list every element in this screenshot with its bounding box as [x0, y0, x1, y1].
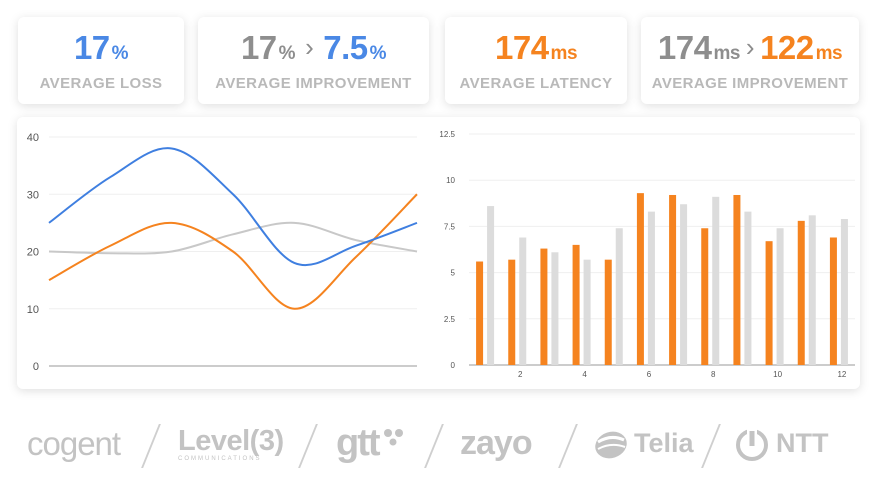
charts-panel: 0 10 20 30 40 0 2.5 5 7.5 10 12.5 2 4 6 8 10 12 — [17, 117, 860, 389]
gtt-dots-icon — [383, 428, 403, 445]
bar-series-1 — [647, 211, 655, 365]
x-tick-label: 6 — [647, 370, 652, 379]
logo-gtt: gtt — [336, 410, 405, 477]
logo-ntt: NTT — [734, 410, 828, 477]
bar-series-1 — [712, 196, 720, 365]
bar-series-0 — [765, 241, 773, 365]
stat-value: 174 ms › 122 ms — [657, 29, 843, 66]
y-tick-label: 40 — [27, 132, 39, 144]
bar-series-1 — [615, 228, 623, 365]
bar-series-0 — [604, 259, 612, 365]
bar-series-1 — [808, 215, 816, 365]
carrier-logos: cogent Level(3) COMMUNICATIONS gtt zayo … — [0, 410, 877, 477]
x-tick-label: 8 — [711, 370, 716, 379]
bar-series-0 — [669, 194, 677, 365]
stat-label: AVERAGE LOSS — [39, 75, 163, 92]
ntt-power-icon — [736, 428, 768, 461]
telia-pebble-icon — [595, 431, 627, 458]
bar-series-1 — [583, 259, 591, 365]
bar-series-1 — [551, 252, 559, 365]
chevron-right-icon: › — [745, 32, 755, 62]
stat-label: AVERAGE LATENCY — [459, 75, 613, 92]
bar-series-0 — [636, 193, 644, 365]
bar-series-0 — [476, 261, 484, 365]
logo-cogent: cogent — [27, 424, 121, 462]
y-tick-label: 10 — [446, 176, 455, 185]
divider — [141, 424, 161, 468]
bar-series-0 — [701, 228, 709, 365]
bar-series-1 — [519, 237, 527, 365]
divider — [558, 424, 578, 468]
bar-series-1 — [487, 206, 495, 365]
x-tick-label: 4 — [582, 370, 587, 379]
stat-card-average-latency: 174 ms AVERAGE LATENCY — [445, 17, 627, 104]
bar-series-0 — [508, 259, 516, 365]
stat-card-loss-improvement: 17% › 7.5% AVERAGE IMPROVEMENT — [198, 17, 429, 104]
bar-series-0 — [797, 220, 805, 365]
line-chart: 0 10 20 30 40 — [27, 132, 418, 373]
y-tick-label: 7.5 — [444, 222, 456, 231]
logo-level3: Level(3) COMMUNICATIONS — [178, 424, 284, 462]
bar-series-1 — [680, 204, 688, 365]
y-tick-label: 20 — [27, 247, 39, 259]
logo-telia: Telia — [593, 410, 694, 477]
stat-value: 17% › 7.5% — [240, 29, 387, 66]
y-tick-label: 0 — [33, 361, 39, 373]
line-series-1 — [48, 193, 418, 310]
stat-value: 17% — [73, 29, 129, 66]
bar-series-1 — [744, 211, 752, 365]
stat-card-average-loss: 17% AVERAGE LOSS — [18, 17, 184, 104]
logo-zayo: zayo — [460, 424, 533, 462]
x-tick-label: 2 — [518, 370, 523, 379]
y-tick-label: 30 — [27, 189, 39, 201]
stat-label: AVERAGE IMPROVEMENT — [651, 75, 849, 92]
line-series-0 — [48, 147, 418, 267]
divider — [424, 424, 444, 468]
bar-chart: 0 2.5 5 7.5 10 12.5 2 4 6 8 10 12 — [439, 130, 855, 379]
y-tick-label: 2.5 — [444, 315, 456, 324]
bar-series-1 — [840, 219, 848, 365]
stat-label: AVERAGE IMPROVEMENT — [215, 75, 412, 92]
stat-card-latency-improvement: 174 ms › 122 ms AVERAGE IMPROVEMENT — [641, 17, 859, 104]
bar-series-1 — [776, 228, 784, 365]
chevron-right-icon: › — [305, 32, 314, 62]
bar-series-0 — [829, 237, 837, 365]
x-tick-label: 12 — [837, 370, 846, 379]
y-tick-label: 12.5 — [439, 130, 455, 139]
divider — [298, 424, 318, 468]
y-tick-label: 10 — [27, 304, 39, 316]
bar-series-0 — [540, 248, 548, 365]
y-tick-label: 5 — [451, 269, 456, 278]
y-tick-label: 0 — [451, 361, 456, 370]
divider — [701, 424, 721, 468]
x-tick-label: 10 — [773, 370, 782, 379]
stat-value: 174 ms — [494, 29, 578, 66]
line-series-2 — [48, 221, 418, 255]
bar-series-0 — [733, 194, 741, 365]
bar-series-0 — [572, 244, 580, 365]
